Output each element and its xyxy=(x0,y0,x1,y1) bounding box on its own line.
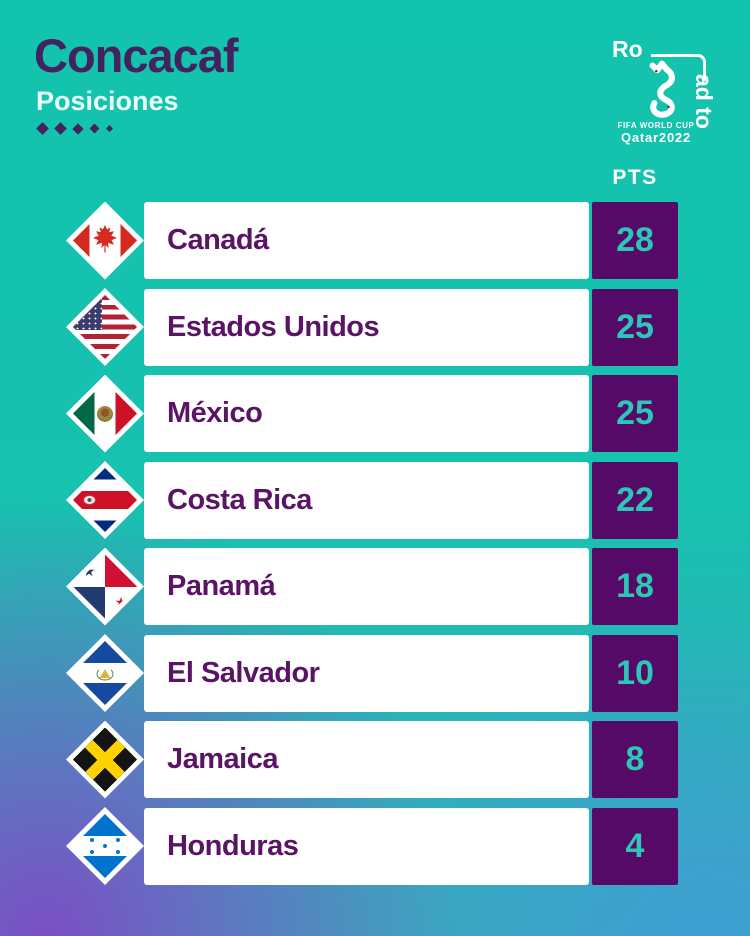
team-name-panel: Costa Rica xyxy=(144,461,589,539)
table-row-jm: Jamaica 8 xyxy=(0,720,750,799)
points-value-box: 28 xyxy=(592,202,678,279)
team-flag-icon xyxy=(66,634,144,712)
team-name-panel: Canadá xyxy=(144,202,589,279)
team-name-panel: El Salvador xyxy=(144,634,589,712)
team-name-label: El Salvador xyxy=(167,656,320,689)
points-value-box: 25 xyxy=(592,288,678,366)
team-name-label: Panamá xyxy=(167,570,276,602)
points-value-box: 18 xyxy=(592,548,678,625)
table-row-ca: Canadá 28 xyxy=(0,201,750,280)
team-name-panel: Panamá xyxy=(144,548,589,625)
team-flag-icon xyxy=(66,201,144,280)
team-flag-icon xyxy=(66,374,144,453)
diamond-separator xyxy=(36,122,114,135)
points-value-box: 22 xyxy=(592,461,678,539)
team-name-panel: Honduras xyxy=(144,807,589,885)
page-subtitle: Posiciones xyxy=(36,86,179,116)
points-column-header: PTS xyxy=(612,166,658,189)
table-row-cr: Costa Rica 22 xyxy=(0,461,750,539)
team-name-label: Estados Unidos xyxy=(167,310,380,343)
table-row-hn: Honduras 4 xyxy=(0,807,750,885)
points-value-box: 25 xyxy=(592,375,678,452)
team-flag-icon xyxy=(66,547,144,626)
diamond-icon xyxy=(105,124,114,133)
team-flag-icon xyxy=(66,288,144,366)
table-row-mx: México 25 xyxy=(0,374,750,453)
team-name-label: Jamaica xyxy=(167,743,279,775)
standings-rows: Canadá 28 Estados Unidos 25 México 25 Co… xyxy=(0,201,750,885)
points-value-box: 8 xyxy=(592,721,678,798)
road-to-text-ro: Ro xyxy=(612,36,643,62)
world-cup-2022-emblem-icon xyxy=(649,60,675,118)
team-flag-icon xyxy=(66,720,144,799)
diamond-icon xyxy=(36,122,49,135)
team-name-panel: Jamaica xyxy=(144,721,589,798)
table-row-pa: Panamá 18 xyxy=(0,547,750,626)
road-to-connector-line xyxy=(651,54,706,81)
team-name-label: México xyxy=(167,397,263,429)
qatar-2022-wordmark: Qatar2022 xyxy=(620,130,692,145)
road-to-text-adto: ad to xyxy=(691,74,717,129)
points-value-box: 10 xyxy=(592,634,678,712)
team-name-label: Canadá xyxy=(167,224,269,256)
diamond-icon xyxy=(72,122,84,135)
team-name-label: Honduras xyxy=(167,829,299,862)
page-title: Concacaf xyxy=(34,29,239,82)
team-name-panel: México xyxy=(144,375,589,452)
team-flag-icon xyxy=(66,461,144,539)
diamond-icon xyxy=(89,123,100,134)
diamond-icon xyxy=(54,122,67,135)
team-name-panel: Estados Unidos xyxy=(144,288,589,366)
team-flag-icon xyxy=(66,807,144,885)
points-value-box: 4 xyxy=(592,807,678,885)
team-name-label: Costa Rica xyxy=(167,483,312,516)
table-row-sv: El Salvador 10 xyxy=(0,634,750,712)
table-row-us: Estados Unidos 25 xyxy=(0,288,750,366)
fifa-world-cup-wordmark: FIFA WORLD CUP xyxy=(617,121,695,130)
